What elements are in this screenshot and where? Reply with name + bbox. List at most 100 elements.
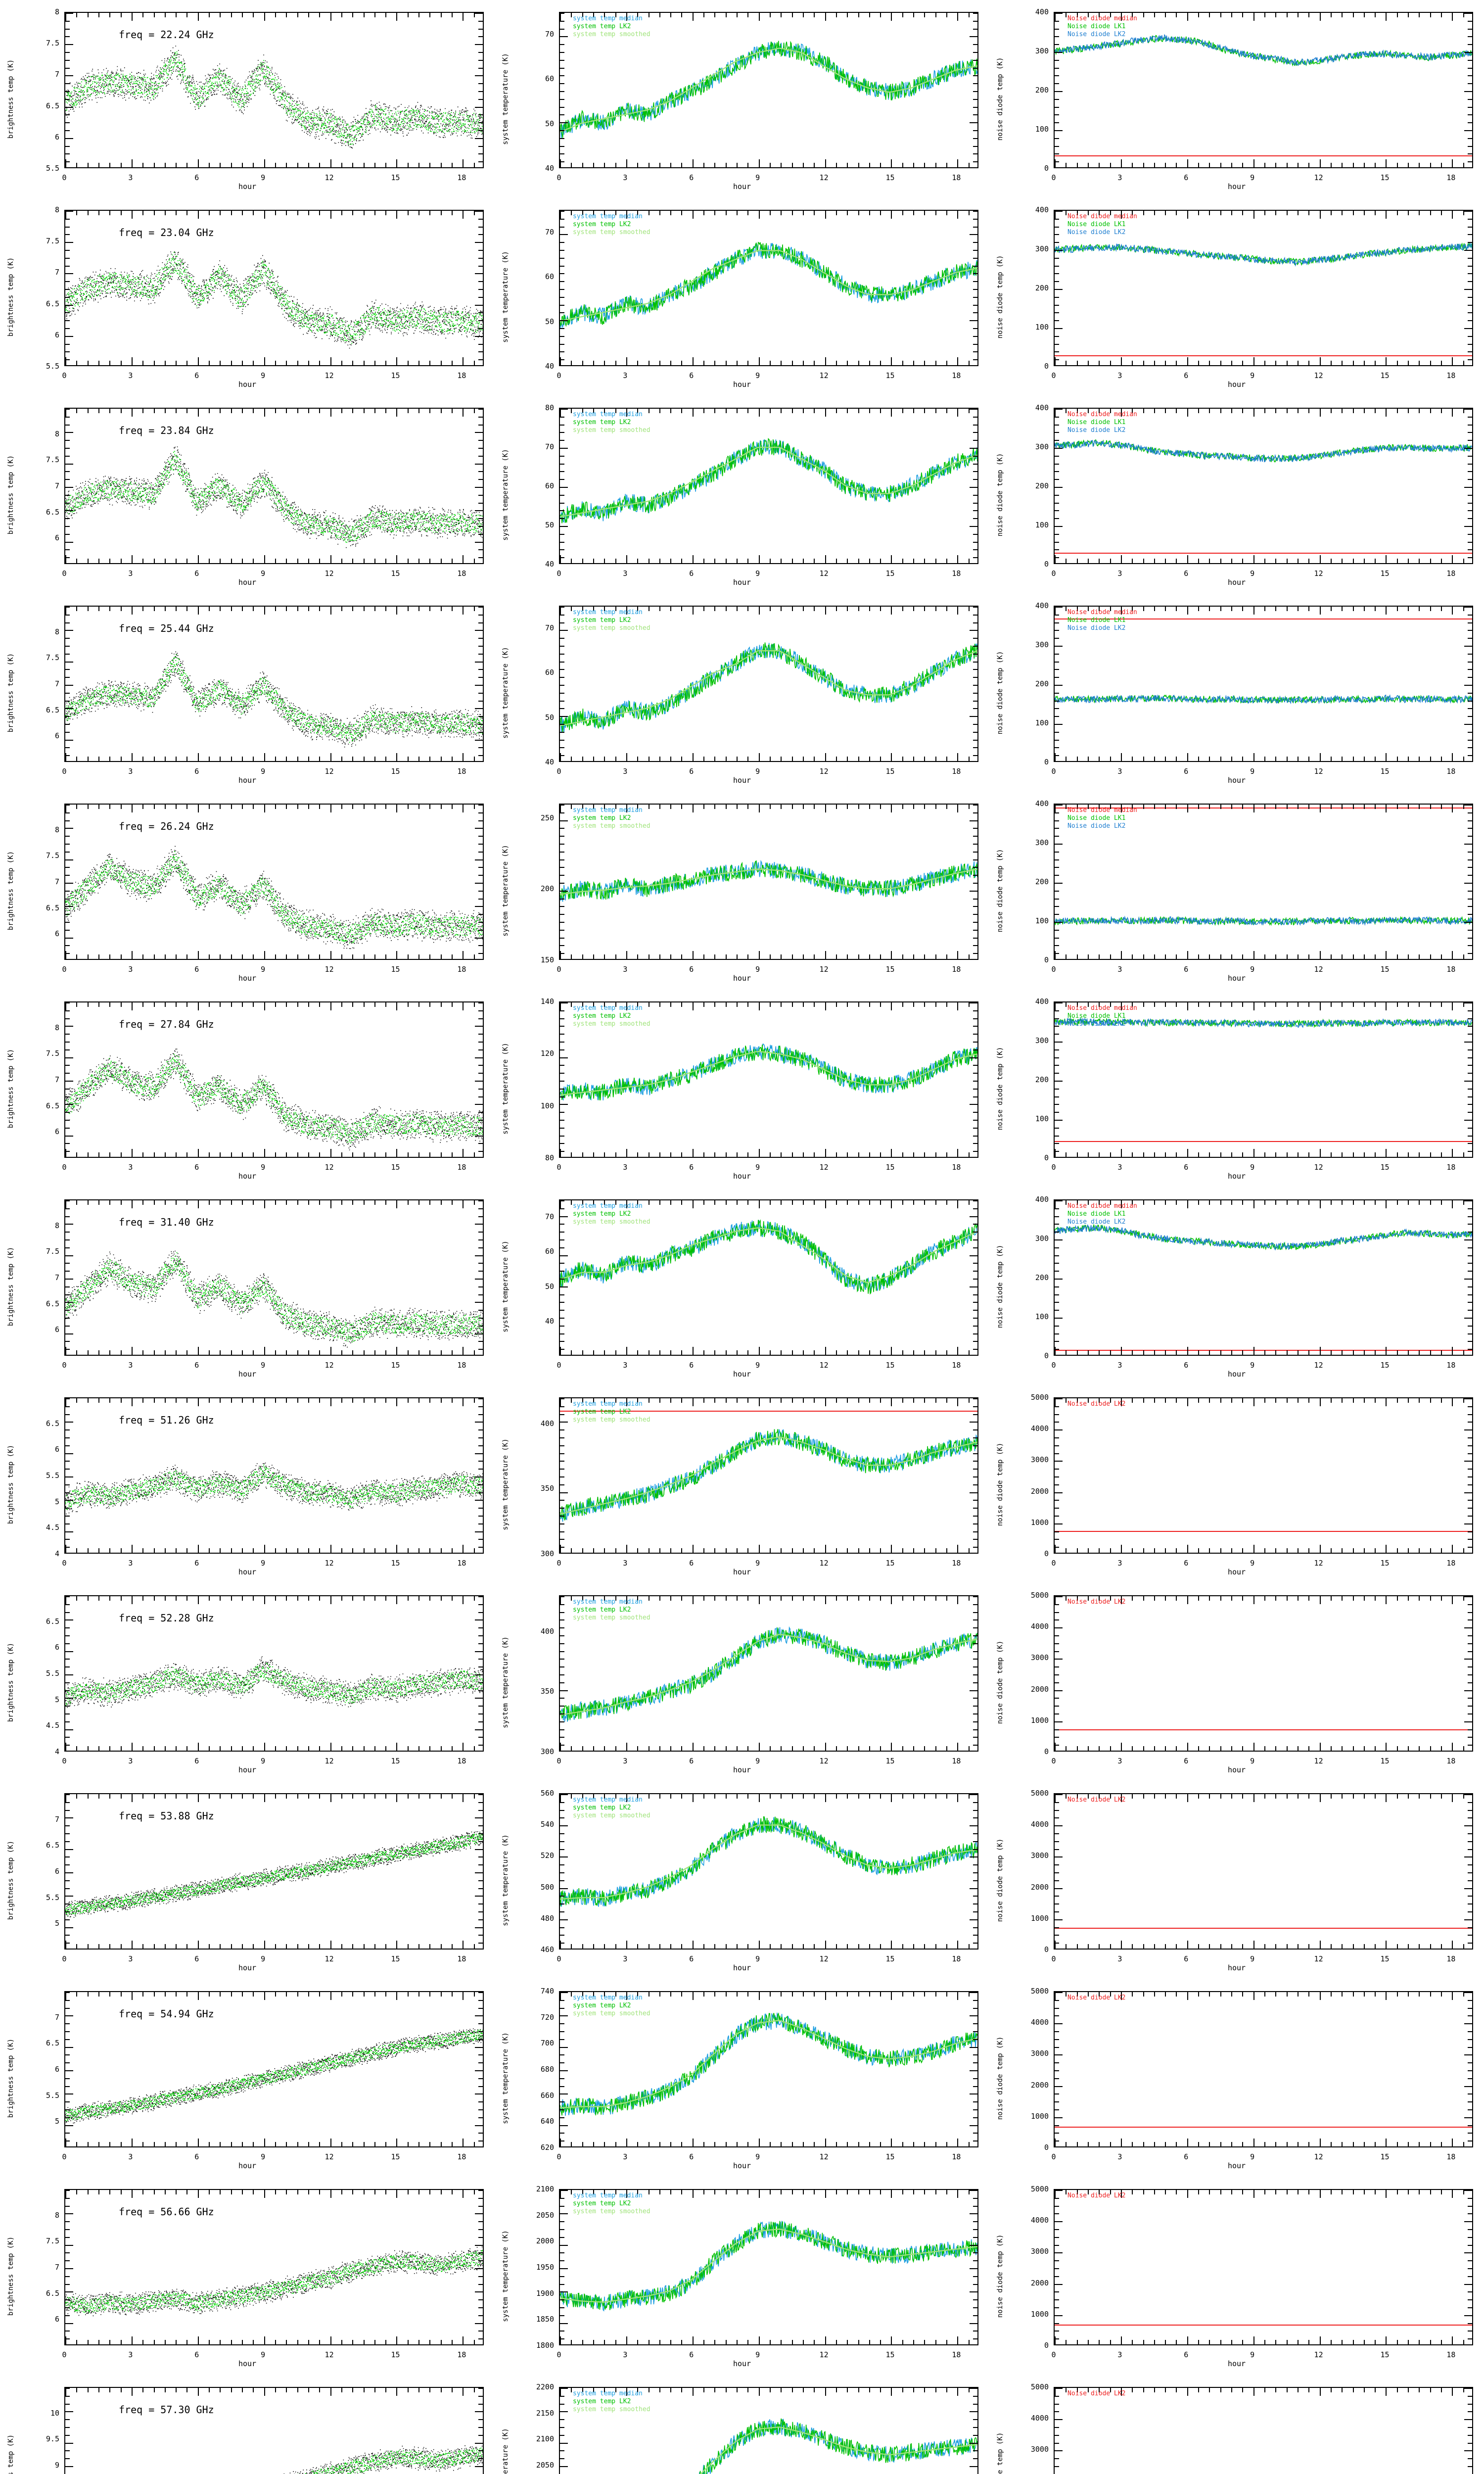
y-tick <box>65 2198 70 2199</box>
x-tick-top <box>969 805 970 809</box>
x-tick <box>604 559 605 563</box>
y-tick-right <box>478 1833 483 1834</box>
x-tick <box>275 1746 276 1751</box>
y-tick-right <box>973 2109 977 2110</box>
y-tick-right <box>973 60 977 61</box>
y-tick <box>65 425 70 426</box>
y-tick-right <box>478 732 483 733</box>
y-tick <box>1055 1255 1059 1256</box>
y-tick-right <box>478 724 483 725</box>
x-tick <box>582 1944 583 1949</box>
x-tick-top <box>924 607 925 611</box>
y-tick <box>1055 844 1063 845</box>
x-tick <box>198 357 199 365</box>
x-tick-top <box>902 1596 903 1601</box>
y-tick-right <box>478 2086 483 2087</box>
x-tick <box>571 1152 572 1157</box>
y-tick <box>560 1247 564 1248</box>
x-tick-top <box>165 1398 166 1403</box>
y-tick-right <box>478 344 483 345</box>
x-tick-top <box>858 211 859 215</box>
y-tick <box>65 2039 70 2040</box>
y-tick <box>65 891 70 892</box>
x-tick <box>714 1944 715 1949</box>
x-tick-top <box>319 211 320 215</box>
y-tick-label: 6 <box>20 1445 59 1454</box>
x-tick-label: 15 <box>391 965 400 974</box>
x-tick-top <box>1220 1596 1221 1601</box>
x-tick-label: 6 <box>194 569 199 578</box>
x-tick-top <box>1397 13 1398 17</box>
x-tick <box>759 753 760 761</box>
y-tick <box>560 510 564 511</box>
y-tick-right <box>478 1856 483 1857</box>
y-tick-label: 6 <box>20 133 59 142</box>
y-tick <box>1055 1888 1063 1889</box>
y-axis-title: system temperature (K) <box>502 1240 510 1332</box>
y-tick <box>65 114 70 115</box>
x-tick-top <box>747 211 748 215</box>
y-tick-label: 5.5 <box>20 1471 59 1480</box>
x-tick <box>902 559 903 563</box>
x-tick-top <box>441 1002 442 1007</box>
y-tick <box>560 1341 564 1342</box>
x-tick-top <box>385 1002 386 1007</box>
y-tick-right <box>973 273 977 274</box>
x-tick <box>76 1548 77 1553</box>
x-tick-top <box>98 1002 99 1007</box>
y-tick <box>1055 557 1059 558</box>
x-tick <box>88 1944 89 1949</box>
x-tick <box>341 1944 342 1949</box>
x-tick-top <box>474 1200 475 1205</box>
x-tick-label: 18 <box>952 2152 961 2161</box>
x-tick-top <box>759 805 760 812</box>
y-tick-right <box>478 1659 483 1660</box>
y-tick-label: 5000 <box>1009 1789 1049 1798</box>
x-tick-top <box>176 1596 177 1601</box>
x-tick <box>759 2139 760 2146</box>
x-tick <box>1220 1746 1221 1751</box>
x-tick <box>385 2142 386 2146</box>
x-tick-label: 15 <box>391 767 400 776</box>
x-tick-top <box>770 409 771 413</box>
x-tick <box>154 1548 155 1553</box>
x-tick <box>825 1347 826 1355</box>
y-tick <box>65 1666 70 1667</box>
y-tick-right <box>475 1333 483 1334</box>
x-tick <box>198 1149 199 1157</box>
y-tick <box>65 1523 70 1524</box>
x-tick <box>341 559 342 563</box>
y-tick <box>65 607 70 608</box>
y-tick-right <box>1468 2109 1472 2110</box>
x-tick <box>452 559 453 563</box>
x-tick <box>825 159 826 167</box>
x-tick <box>737 954 738 959</box>
x-tick <box>1099 2340 1100 2344</box>
x-tick-label: 6 <box>689 371 694 380</box>
x-tick-top <box>264 1596 265 1604</box>
x-tick-top <box>1275 1794 1276 1799</box>
x-tick <box>747 2340 748 2344</box>
y-tick-right <box>475 1057 483 1058</box>
y-tick-right <box>1468 557 1472 558</box>
x-tick-top <box>142 1992 143 1997</box>
x-tick-top <box>76 1200 77 1205</box>
x-tick-top <box>374 2190 375 2194</box>
y-tick-right <box>1464 1523 1472 1524</box>
x-tick <box>65 753 66 761</box>
y-tick <box>65 1690 70 1691</box>
x-tick <box>681 2340 682 2344</box>
x-tick <box>1419 163 1420 167</box>
y-tick-right <box>478 1429 483 1430</box>
x-tick <box>582 361 583 365</box>
y-tick <box>1055 1112 1059 1113</box>
x-tick <box>913 1746 914 1751</box>
y-tick <box>1055 510 1059 511</box>
x-tick-top <box>121 2190 122 2194</box>
x-tick-top <box>429 13 430 17</box>
noise-diode-panel: 0 3 6 9 12 15 18 hour 0 100 200 300 400 noise diode t… <box>989 198 1484 396</box>
x-tick <box>385 1746 386 1751</box>
y-tick <box>560 60 564 61</box>
y-tick-right <box>1464 2054 1472 2055</box>
y-tick-right <box>1468 336 1472 337</box>
